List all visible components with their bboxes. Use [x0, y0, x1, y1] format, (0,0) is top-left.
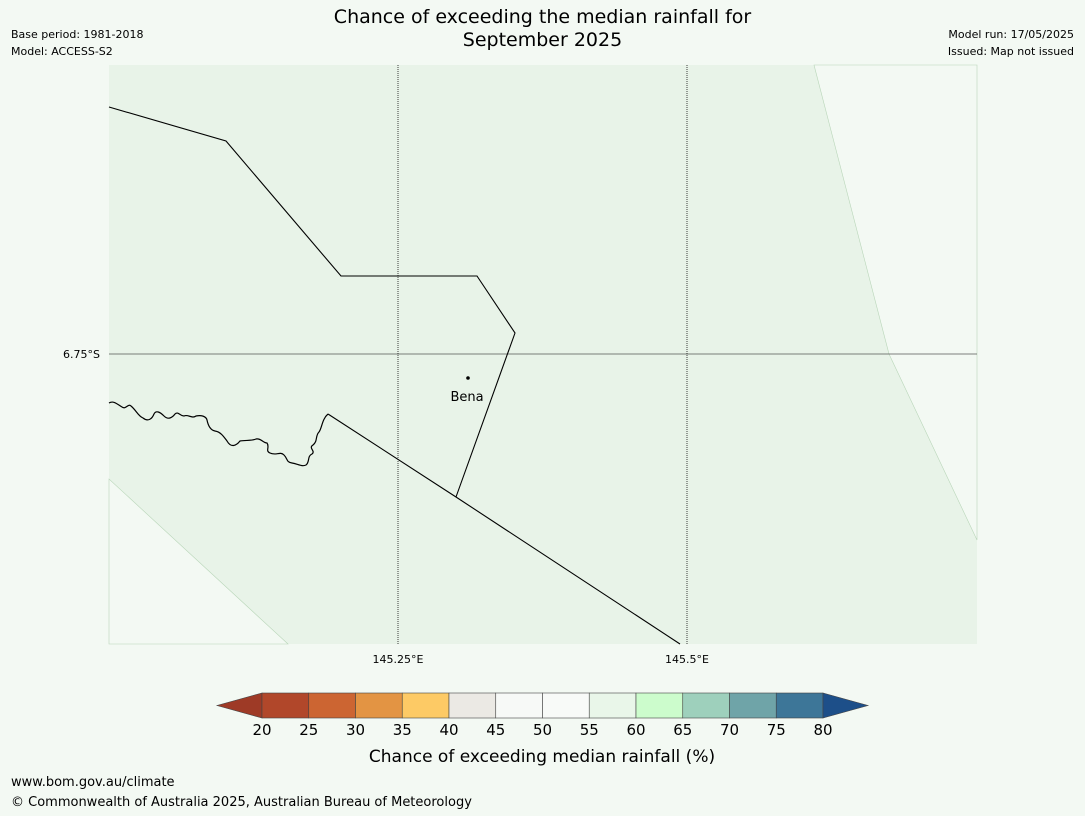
colorbar-tick-label: 25 [299, 721, 318, 739]
colorbar-extend-low [215, 692, 263, 719]
colorbar-segment [495, 692, 543, 719]
colorbar-tick-label: 80 [813, 721, 832, 739]
bena-marker [466, 376, 470, 380]
title-line-2: September 2025 [462, 29, 623, 51]
colorbar-segment [588, 692, 637, 719]
colorbar-segment [355, 692, 403, 719]
colorbar-tick-label: 35 [393, 721, 412, 739]
colorbar-segment [261, 692, 310, 719]
colorbar: 20 25 30 35 40 45 50 55 60 65 70 75 80 [215, 692, 870, 739]
colorbar-segment [682, 692, 730, 719]
issued-status: Issued: Map not issued [947, 45, 1074, 58]
no-data-region-east [813, 64, 978, 541]
colorbar-segment [401, 692, 450, 719]
colorbar-segment [729, 692, 777, 719]
footer-url: www.bom.gov.au/climate [11, 775, 175, 790]
colorbar-tick-label: 20 [252, 721, 271, 739]
colorbar-extend-high [822, 692, 870, 719]
title-line-1: Chance of exceeding the median rainfall … [333, 6, 752, 28]
colorbar-tick-label: 30 [346, 721, 365, 739]
colorbar-tick-label: 55 [580, 721, 599, 739]
river-boundary [108, 401, 329, 467]
colorbar-segment [448, 692, 497, 719]
colorbar-tick-label: 60 [626, 721, 645, 739]
model-name: Model: ACCESS-S2 [11, 45, 113, 58]
colorbar-tick-label: 50 [533, 721, 552, 739]
map-title: Chance of exceeding the median rainfall … [0, 6, 1085, 52]
colorbar-segment [775, 692, 824, 719]
map-area [109, 65, 977, 644]
longitude-label-145-25: 145.25°E [373, 653, 424, 666]
place-label: Bena [450, 390, 483, 405]
model-run: Model run: 17/05/2025 [948, 28, 1074, 41]
colorbar-segment [542, 692, 590, 719]
colorbar-tick-label: 65 [673, 721, 692, 739]
colorbar-tick-label: 70 [720, 721, 739, 739]
no-data-region-southwest [108, 478, 289, 645]
colorbar-tick-label: 40 [439, 721, 458, 739]
footer-copyright: © Commonwealth of Australia 2025, Austra… [11, 795, 472, 810]
colorbar-tick-label: 45 [486, 721, 505, 739]
base-period: Base period: 1981-2018 [11, 28, 144, 41]
longitude-label-145-5: 145.5°E [665, 653, 709, 666]
header-right-info: Model run: 17/05/2025 Issued: Map not is… [948, 26, 1074, 60]
province-boundary-south [327, 413, 681, 645]
province-boundary [108, 106, 516, 498]
colorbar-tick-label: 75 [767, 721, 786, 739]
latitude-label: 6.75°S [63, 348, 100, 361]
header-left-info: Base period: 1981-2018 Model: ACCESS-S2 [11, 26, 143, 60]
colorbar-label: Chance of exceeding median rainfall (%) [369, 747, 715, 767]
colorbar-segment [308, 692, 356, 719]
colorbar-segment [635, 692, 684, 719]
